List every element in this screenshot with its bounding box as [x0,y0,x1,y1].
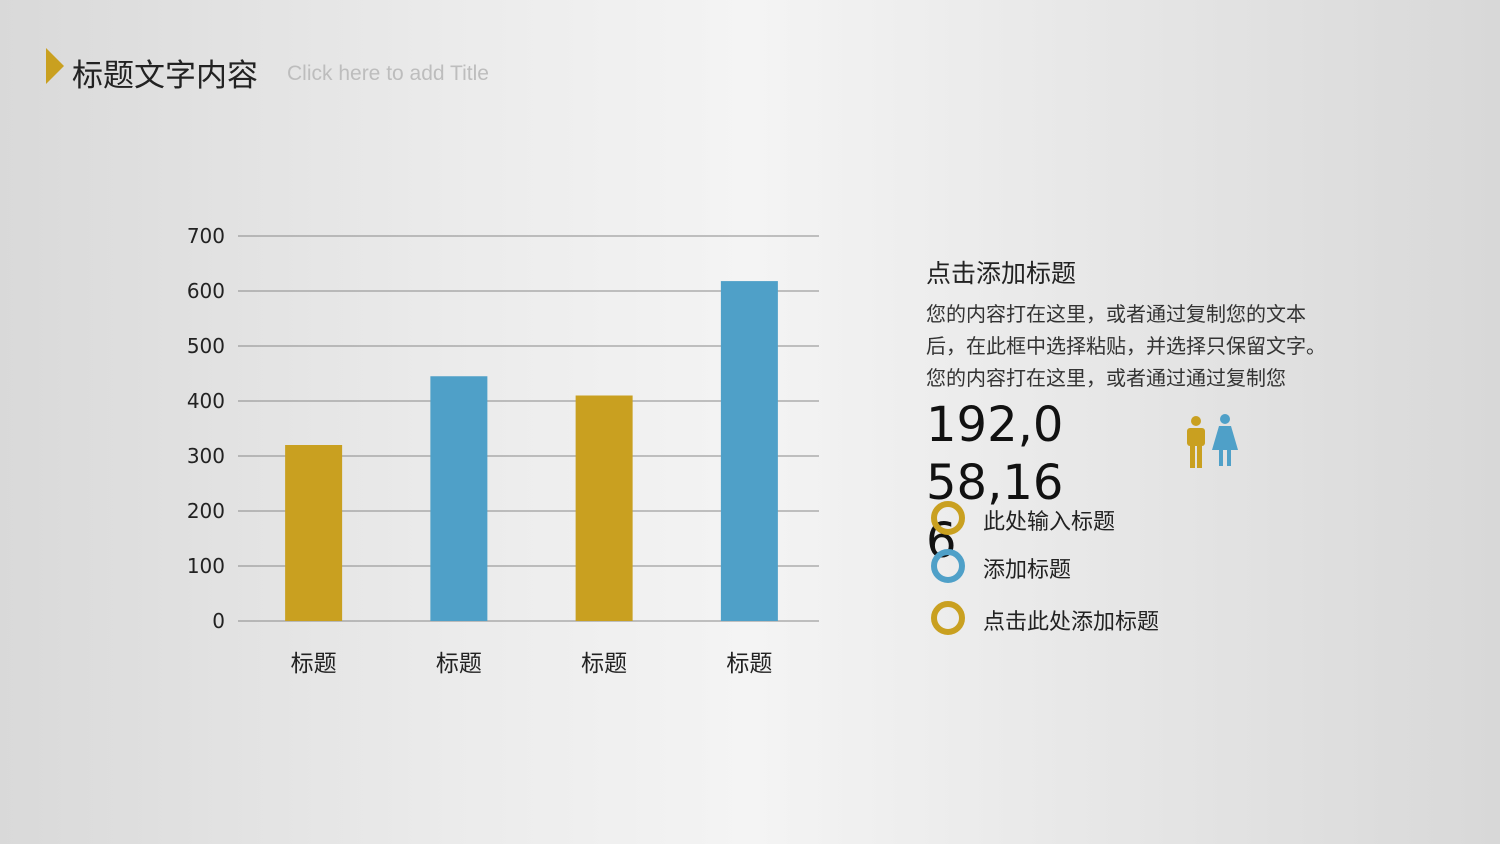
y-tick-label: 300 [187,444,225,468]
y-tick-label: 400 [187,389,225,413]
panel-body-line: 您的内容打在这里，或者通过复制您的文本 [926,304,1306,326]
person-icons [1187,414,1238,468]
subtitle: Click here to add Title [287,62,489,85]
bar [285,445,343,621]
y-tick-label: 500 [187,334,225,358]
panel-body-line: 您的内容打在这里，或者通过通过复制您 [926,368,1286,390]
x-tick-label: 标题 [291,651,337,677]
y-tick-label: 100 [187,554,225,578]
title-marker [46,48,64,84]
item-label: 点击此处添加标题 [983,609,1160,634]
x-tick-label: 标题 [581,651,627,677]
y-tick-label: 0 [212,609,225,633]
y-tick-label: 700 [187,224,225,248]
panel-body-line: 后，在此框中选择粘贴，并选择只保留文字。 [926,336,1326,358]
title: 标题文字内容 [72,58,258,93]
item-ring [931,501,965,535]
bar [430,376,488,621]
item-ring [931,549,965,583]
y-tick-label: 600 [187,279,225,303]
big-number: 192,058,166 [926,397,1064,569]
item-ring [931,601,965,635]
panel-heading: 点击添加标题 [926,260,1077,288]
item-label: 添加标题 [983,557,1072,582]
x-tick-label: 标题 [436,651,482,677]
y-tick-label: 200 [187,499,225,523]
bar [720,281,778,621]
item-label: 此处输入标题 [983,509,1116,534]
x-tick-label: 标题 [726,651,772,677]
bar [575,395,633,621]
